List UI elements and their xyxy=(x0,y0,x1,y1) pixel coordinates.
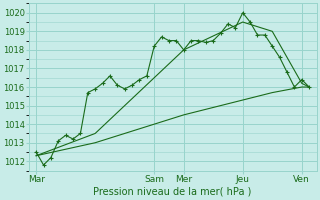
X-axis label: Pression niveau de la mer( hPa ): Pression niveau de la mer( hPa ) xyxy=(93,187,252,197)
